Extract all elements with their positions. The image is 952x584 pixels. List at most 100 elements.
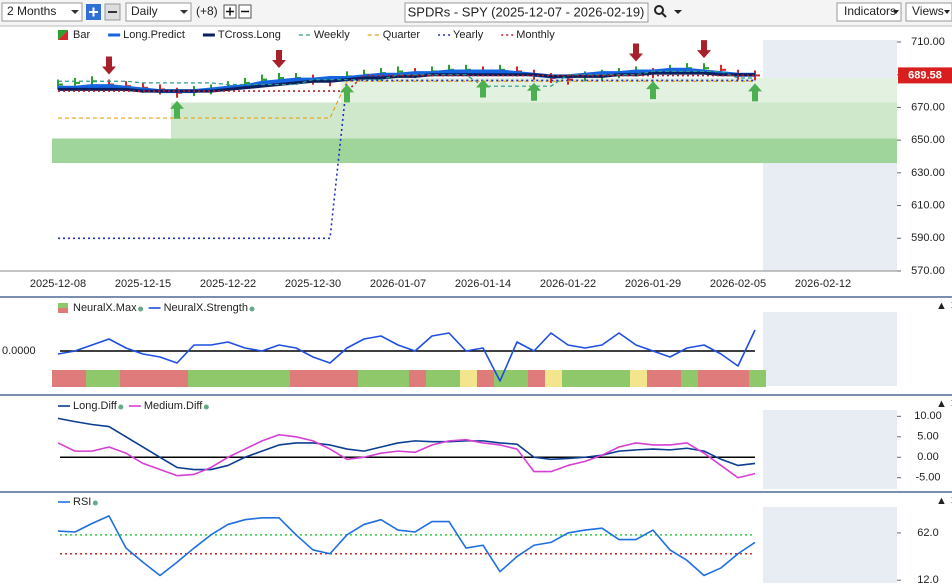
state-cell: [613, 370, 630, 387]
views-text: Views: [912, 4, 944, 18]
state-cell: [137, 370, 154, 387]
state-cell: [324, 370, 341, 387]
state-cell: [52, 370, 69, 387]
search-icon-handle: [661, 12, 667, 18]
state-cell: [460, 370, 477, 387]
y-tick-label: 5.00: [917, 431, 938, 443]
legend-label[interactable]: Medium.Diff: [144, 400, 203, 412]
series-line: [58, 74, 755, 92]
legend-label[interactable]: NeuralX.Strength: [164, 302, 248, 314]
dropdown-arrow: [180, 10, 188, 14]
zone-band: [341, 77, 897, 103]
state-cell: [596, 370, 613, 387]
x-tick-label: 2025-12-30: [285, 278, 341, 290]
legend-label[interactable]: Weekly: [314, 29, 350, 41]
legend-label[interactable]: RSI: [73, 496, 91, 508]
legend-icon: [58, 303, 68, 308]
dropdown-arrow: [944, 10, 950, 14]
indicators-button[interactable]: [836, 2, 902, 22]
series-line: [58, 79, 755, 240]
state-cell: [188, 370, 205, 387]
period-select[interactable]: [1, 2, 83, 22]
state-cell: [698, 370, 715, 387]
state-cell: [511, 370, 528, 387]
period-text: 2 Months: [7, 4, 56, 18]
settings-dot: [118, 404, 124, 410]
state-cell: [409, 370, 426, 387]
y-tick-label: 630.00: [911, 167, 945, 179]
y-tick-label: 12.0: [917, 574, 938, 584]
y-tick-label: 670.00: [911, 101, 945, 113]
series-line: [57, 433, 756, 479]
series-line: [57, 329, 756, 382]
state-cell: [392, 370, 409, 387]
state-cell: [715, 370, 732, 387]
plus-icon: [89, 7, 98, 17]
legend-label[interactable]: Yearly: [453, 29, 484, 41]
plus-icon: [226, 7, 234, 16]
y-tick-label: 610.00: [911, 199, 945, 211]
last-price-label: 689.58: [908, 69, 942, 81]
sell-arrow: [629, 43, 643, 62]
x-tick-label: 2025-12-15: [115, 278, 171, 290]
state-cell: [545, 370, 562, 387]
dropdown-arrow: [674, 10, 682, 14]
state-cell: [256, 370, 273, 387]
zone-band: [171, 102, 897, 139]
symbol-box[interactable]: [404, 2, 649, 23]
state-cell: [426, 370, 443, 387]
y-tick-label: 650.00: [911, 134, 945, 146]
legend-label[interactable]: TCross.Long: [218, 29, 281, 41]
state-cell: [120, 370, 137, 387]
y-tick-label: 570.00: [911, 265, 945, 277]
x-tick-label: 2026-02-12: [795, 278, 851, 290]
state-cell: [69, 370, 86, 387]
last-price-box: [898, 67, 952, 84]
state-cell: [358, 370, 375, 387]
legend-label[interactable]: Bar: [73, 29, 90, 41]
views-button[interactable]: [905, 2, 952, 22]
buy-arrow: [340, 84, 354, 103]
settings-dot: [249, 306, 255, 312]
panel-collapse[interactable]: ▲ ✕: [936, 398, 952, 410]
state-cell: [375, 370, 392, 387]
state-cell: [477, 370, 494, 387]
state-cell: [273, 370, 290, 387]
interval-select[interactable]: [125, 2, 192, 22]
state-cell: [647, 370, 664, 387]
interval-text: Daily: [131, 4, 158, 18]
state-cell: [222, 370, 239, 387]
buy-arrow: [476, 79, 490, 98]
legend-label[interactable]: Monthly: [516, 29, 555, 41]
zone-band: [52, 138, 897, 164]
sell-arrow: [272, 49, 286, 68]
panel-collapse[interactable]: ▲ ✕: [936, 495, 952, 507]
legend-label[interactable]: Long.Diff: [73, 400, 118, 412]
legend-icon: [58, 308, 68, 313]
panel-collapse[interactable]: ▲ ✕: [936, 300, 952, 312]
settings-dot: [92, 500, 98, 506]
state-cell: [154, 370, 171, 387]
state-cell: [341, 370, 358, 387]
search-icon[interactable]: [654, 5, 664, 15]
legend-icon: [58, 30, 68, 40]
legend-label[interactable]: NeuralX.Max: [73, 302, 137, 314]
dropdown-arrow: [893, 10, 899, 14]
future-area: [763, 312, 897, 386]
state-cell: [171, 370, 188, 387]
settings-dot: [138, 306, 144, 312]
x-tick-label: 2026-01-29: [625, 278, 681, 290]
series-line: [58, 80, 755, 119]
sell-arrow: [102, 56, 116, 75]
state-cell: [86, 370, 103, 387]
y-tick-label: 62.0: [917, 527, 938, 539]
series-line: [57, 417, 756, 471]
state-cell: [749, 370, 766, 387]
legend-label[interactable]: Long.Predict: [123, 29, 185, 41]
legend-label[interactable]: Quarter: [383, 29, 421, 41]
state-cell: [681, 370, 698, 387]
symbol-title: SPDRs - SPY (2025-12-07 - 2026-02-19): [408, 4, 645, 19]
state-cell: [579, 370, 596, 387]
state-cell: [732, 370, 749, 387]
